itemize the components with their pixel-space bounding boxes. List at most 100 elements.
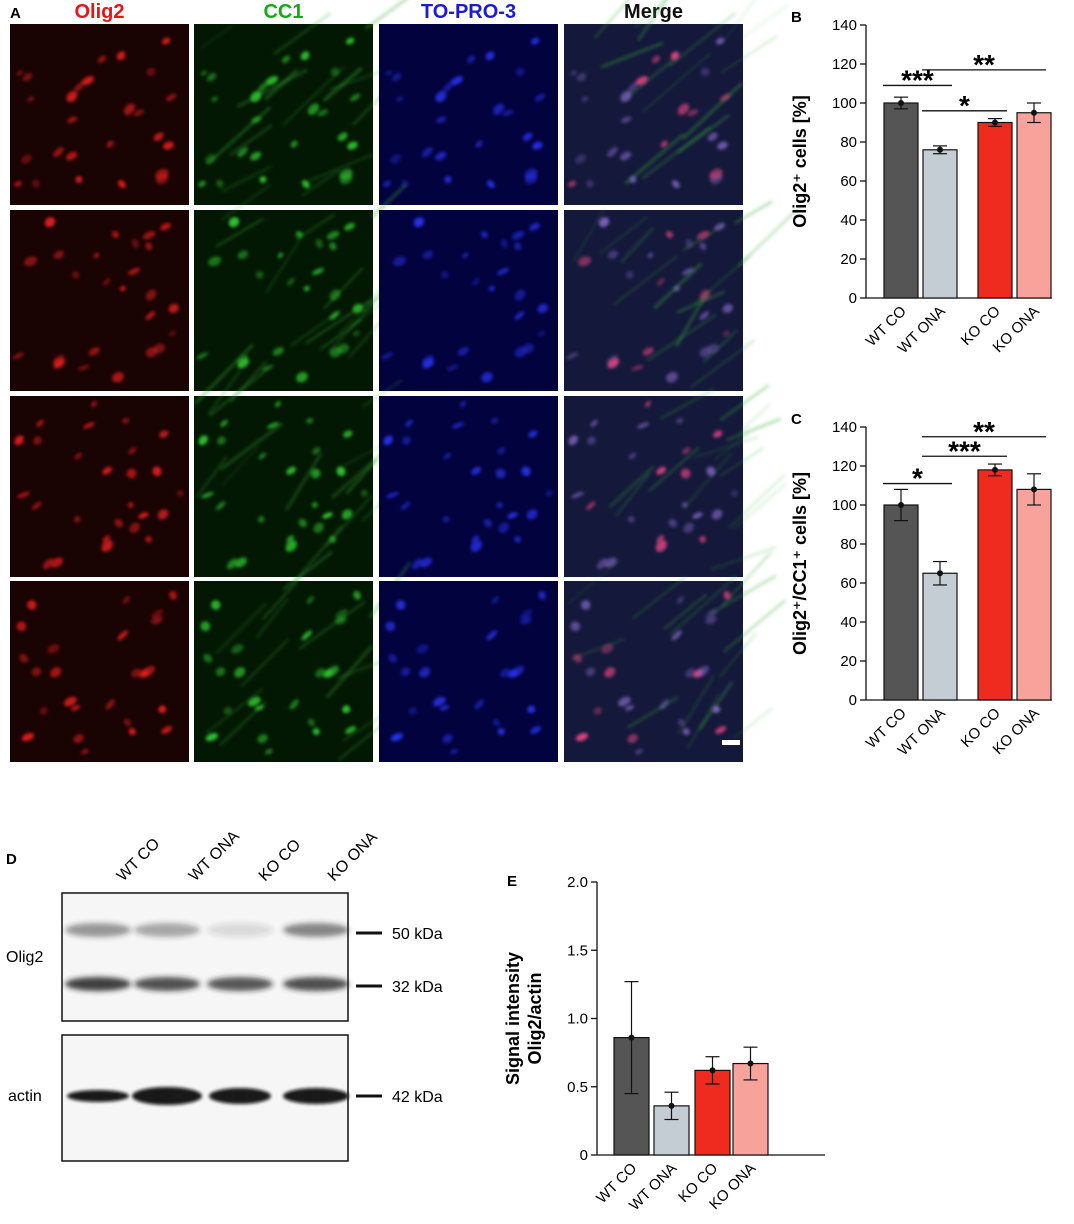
tile-cell — [71, 271, 80, 279]
tile-cell — [300, 51, 310, 61]
tile-fiber — [572, 207, 606, 263]
y-tick-label: 0.5 — [567, 1079, 588, 1096]
channel-header-cc1: CC1 — [263, 1, 303, 23]
tile-cell — [682, 267, 695, 276]
tile-cell — [538, 330, 545, 337]
micrograph-tile-olig2 — [10, 581, 189, 762]
tile-cell — [593, 707, 602, 715]
tile-cell — [607, 358, 620, 369]
tile-cell — [670, 51, 680, 61]
tile-cell — [707, 132, 718, 142]
bar-wt-ona — [922, 149, 958, 299]
tile-cell — [419, 557, 432, 568]
olig2-band-32kda — [283, 977, 349, 991]
tile-cell — [629, 176, 637, 184]
tile-cell — [568, 435, 578, 446]
tile-cell — [682, 447, 691, 455]
tile-cell — [720, 93, 731, 102]
tile-cell — [250, 151, 262, 161]
tile-cell — [466, 55, 475, 63]
tile-cell — [307, 718, 315, 727]
tile-cell — [528, 430, 538, 438]
y-axis-title: Signal intensity Olig2/actin — [503, 952, 545, 1085]
y-tick-label: 120 — [832, 56, 857, 73]
tile-background — [564, 210, 743, 391]
tile-cell — [666, 372, 678, 383]
tile-cell — [27, 96, 35, 102]
tile-cell — [223, 707, 232, 715]
tile-fiber — [566, 559, 621, 605]
tile-fiber — [215, 602, 268, 655]
tile-cell — [682, 728, 690, 736]
tile-cell — [699, 289, 711, 301]
mean-point — [628, 1034, 635, 1041]
significance-label: *** — [948, 435, 981, 466]
panel-e-letter: E — [507, 873, 517, 890]
tile-fiber — [626, 695, 679, 729]
tile-cell — [162, 37, 171, 45]
tile-cell — [112, 372, 124, 383]
mean-point — [937, 570, 943, 577]
mean-point — [992, 119, 998, 126]
tile-fiber — [687, 693, 720, 749]
tile-cell — [416, 644, 429, 654]
tile-cell — [497, 728, 505, 736]
tile-cell — [575, 154, 586, 164]
tile-cell — [128, 447, 137, 455]
tile-cell — [138, 512, 149, 519]
tile-cell — [201, 491, 214, 499]
tile-fiber — [200, 23, 235, 50]
tile-cell — [123, 103, 136, 115]
tile-cell — [14, 180, 22, 187]
actin-bands — [67, 1087, 349, 1105]
tile-cell — [715, 726, 727, 734]
tile-cell — [353, 590, 361, 600]
tile-cell — [435, 91, 447, 103]
tile-fiber — [301, 168, 341, 197]
tile-cell — [265, 76, 279, 86]
tile-fiber — [698, 680, 734, 731]
tile-cell — [131, 238, 140, 249]
chart-signal-intensity: 0 0.5 1.0 1.5 2.0 Signal intensity Olig2/actin… — [503, 874, 825, 1214]
tile-cell — [433, 696, 446, 707]
tile-cell — [471, 535, 480, 544]
tile-cell — [106, 140, 114, 148]
panel-a-channel-headers: Olig2 CC1 TO-PRO-3 Merge — [74, 1, 682, 23]
tile-cell — [537, 303, 548, 313]
tile-cell — [151, 609, 164, 619]
tile-fiber — [600, 41, 664, 69]
tile-cell — [722, 303, 733, 313]
tile-cell — [472, 277, 480, 286]
bar-wt-ona — [922, 572, 958, 701]
tile-cell — [152, 466, 162, 477]
tile-fiber — [708, 574, 777, 616]
tile-cell — [531, 37, 540, 45]
tile-cell — [601, 644, 614, 654]
micrograph-tile-cc1 — [194, 343, 410, 577]
tile-cell — [237, 250, 249, 260]
tile-cell — [329, 346, 342, 358]
tile-cell — [532, 141, 543, 150]
tile-fiber — [364, 0, 408, 30]
tile-cell — [676, 596, 684, 604]
mean-point — [709, 1067, 716, 1074]
tile-cell — [491, 596, 499, 604]
tile-cell — [157, 509, 169, 520]
tile-fiber — [734, 200, 773, 225]
tile-fiber — [255, 597, 289, 639]
tile-cell — [496, 502, 503, 508]
y-tick-label: 1.0 — [567, 1011, 588, 1028]
tile-cell — [339, 168, 353, 180]
tile-cell — [153, 132, 164, 142]
channel-header-to-pro-3: TO-PRO-3 — [421, 1, 516, 23]
tile-cell — [526, 509, 538, 520]
panel-c-letter: C — [791, 411, 802, 428]
tile-cell — [514, 311, 525, 320]
tile-cell — [145, 311, 156, 320]
tile-fiber — [718, 632, 757, 678]
tile-fiber — [306, 153, 375, 183]
tile-cell — [257, 82, 268, 93]
tile-background — [379, 396, 558, 577]
actin-band-42kda — [283, 1088, 349, 1104]
tile-cell — [705, 609, 718, 619]
